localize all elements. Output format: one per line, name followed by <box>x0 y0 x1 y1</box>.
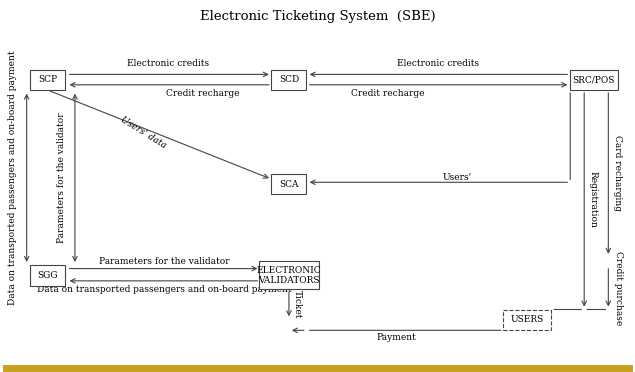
Text: Data on transported passengers and on-board payment: Data on transported passengers and on-bo… <box>8 51 17 305</box>
FancyBboxPatch shape <box>30 265 65 286</box>
Text: SCP: SCP <box>38 76 57 84</box>
Text: Data on transported passengers and on-board payment: Data on transported passengers and on-bo… <box>37 285 291 294</box>
FancyBboxPatch shape <box>259 261 319 289</box>
FancyBboxPatch shape <box>570 70 617 90</box>
Text: ELECTRONIC
VALIDATORS: ELECTRONIC VALIDATORS <box>257 266 321 285</box>
FancyBboxPatch shape <box>503 310 551 330</box>
FancyBboxPatch shape <box>271 70 306 90</box>
Text: Credit recharge: Credit recharge <box>166 89 240 97</box>
Text: Electronic Ticketing System  (SBE): Electronic Ticketing System (SBE) <box>199 10 436 23</box>
Text: Parameters for the validator: Parameters for the validator <box>57 112 66 243</box>
Text: SRC/POS: SRC/POS <box>573 76 615 84</box>
Text: Users' data: Users' data <box>119 115 167 150</box>
Text: Registration: Registration <box>589 171 598 228</box>
Text: Electronic credits: Electronic credits <box>127 60 210 68</box>
Text: Card recharging: Card recharging <box>613 135 622 211</box>
Text: Credit purchase: Credit purchase <box>614 251 623 325</box>
Text: Electronic credits: Electronic credits <box>397 60 479 68</box>
FancyBboxPatch shape <box>30 70 65 90</box>
Text: Credit recharge: Credit recharge <box>351 89 424 97</box>
Text: Payment: Payment <box>377 333 417 342</box>
Text: SGG: SGG <box>37 271 58 280</box>
Text: Ticket: Ticket <box>293 290 302 318</box>
Text: USERS: USERS <box>511 315 544 324</box>
Text: Users': Users' <box>443 173 472 182</box>
Text: SCA: SCA <box>279 180 298 189</box>
Text: SCD: SCD <box>279 76 299 84</box>
Text: Parameters for the validator: Parameters for the validator <box>98 257 229 266</box>
FancyBboxPatch shape <box>271 174 306 194</box>
